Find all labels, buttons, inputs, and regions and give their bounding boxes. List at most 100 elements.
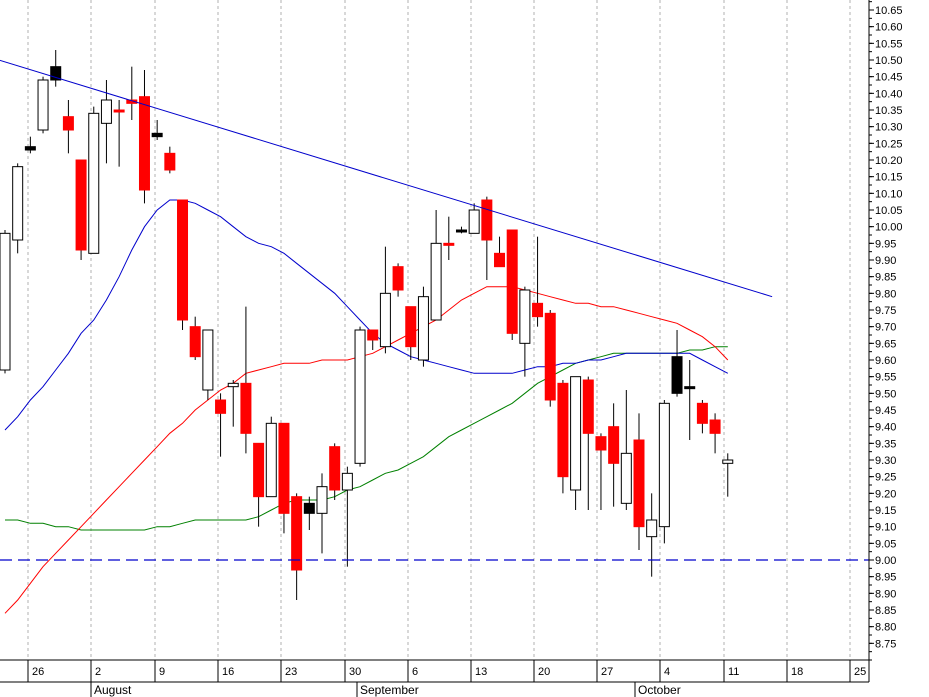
- candle: [544, 310, 556, 407]
- candle: [12, 163, 24, 254]
- candle-body: [253, 442, 265, 498]
- y-tick-label: 9.95: [875, 238, 896, 250]
- moving-average-lines: [4, 199, 729, 614]
- candle-body: [582, 379, 594, 434]
- y-tick-label: 9.35: [875, 438, 896, 450]
- x-tick-label: 16: [222, 666, 234, 678]
- x-tick-label: 2: [95, 666, 101, 678]
- x-tick-label: 26: [32, 666, 44, 678]
- candle-body: [633, 439, 645, 528]
- candle: [455, 226, 467, 234]
- y-tick-label: 8.80: [875, 622, 896, 634]
- x-tick-label: 9: [159, 666, 165, 678]
- candle-body: [468, 209, 480, 234]
- candle: [138, 70, 150, 204]
- candle: [608, 403, 620, 507]
- x-tick-label: 11: [728, 666, 739, 678]
- candle: [265, 416, 277, 498]
- candle: [202, 329, 214, 400]
- month-label: October: [638, 683, 681, 697]
- x-tick-label: 6: [412, 666, 418, 678]
- candle: [468, 203, 480, 234]
- candle-body: [646, 519, 658, 538]
- candle: [582, 376, 594, 510]
- candle-body: [164, 152, 176, 171]
- y-tick-label: 10.60: [875, 22, 903, 34]
- y-tick-label: 10.20: [875, 155, 903, 167]
- candle: [329, 443, 341, 500]
- candle-body: [202, 329, 214, 391]
- candle: [443, 216, 455, 260]
- y-tick-label: 9.00: [875, 555, 896, 567]
- candle-body: [291, 496, 303, 571]
- candle: [722, 453, 734, 497]
- candle-body: [405, 306, 417, 348]
- candle-body: [113, 109, 125, 113]
- candle: [595, 433, 607, 510]
- y-tick-label: 9.40: [875, 422, 896, 434]
- y-tick-label: 10.40: [875, 88, 903, 100]
- candle-body: [177, 199, 189, 321]
- candle-body: [443, 242, 455, 246]
- y-tick-label: 9.30: [875, 455, 896, 467]
- y-axis: 10.65 10.60 10.55 10.50 10.45 10.40 10.35 10.30…: [868, 0, 903, 682]
- candle-body: [430, 242, 442, 321]
- candle: [75, 159, 87, 260]
- candle: [113, 100, 125, 167]
- candle: [24, 136, 36, 154]
- candle-body: [722, 459, 734, 464]
- candle-body: [227, 382, 239, 388]
- candle-body: [519, 289, 531, 344]
- x-tick-label: 4: [664, 666, 670, 678]
- x-axis: 26 2 9 16 23 30 6 13 20 27 4 11 18 25 August September O…: [0, 659, 869, 697]
- candle: [151, 120, 163, 140]
- y-tick-label: 8.85: [875, 605, 896, 617]
- candle-body: [506, 229, 518, 334]
- y-tick-label: 10.35: [875, 105, 903, 117]
- candle-body: [329, 446, 341, 491]
- candle: [316, 473, 328, 554]
- y-tick-label: 10.45: [875, 72, 903, 84]
- candles: [0, 50, 734, 600]
- blue-moving-average-line: [4, 199, 729, 431]
- candle-body: [608, 426, 620, 464]
- y-tick-label: 9.45: [875, 405, 896, 417]
- candle: [0, 230, 11, 374]
- candle: [379, 246, 391, 354]
- candle-body: [37, 79, 49, 131]
- y-tick-label: 8.75: [875, 638, 896, 650]
- candle-body: [354, 329, 366, 464]
- candle-body: [570, 376, 582, 491]
- candle: [405, 306, 417, 360]
- y-tick-label: 9.60: [875, 355, 896, 367]
- candle: [88, 106, 100, 254]
- x-tick-label: 25: [854, 666, 866, 678]
- candle: [633, 413, 645, 550]
- month-label: September: [360, 683, 419, 697]
- candle-body: [392, 266, 404, 291]
- candle-body: [696, 402, 708, 424]
- y-tick-label: 9.65: [875, 338, 896, 350]
- candle: [494, 236, 506, 268]
- candle: [671, 330, 683, 397]
- candle-body: [88, 112, 100, 254]
- candle: [620, 390, 632, 510]
- y-tick-label: 10.15: [875, 172, 903, 184]
- candle: [37, 76, 49, 134]
- candle: [506, 229, 518, 340]
- candle-body: [189, 326, 201, 358]
- y-tick-label: 10.30: [875, 122, 903, 134]
- candle-body: [417, 296, 429, 361]
- y-tick-label: 9.90: [875, 255, 896, 267]
- candle-body: [62, 116, 74, 131]
- candle: [240, 306, 252, 454]
- green-moving-average-line: [5, 346, 728, 531]
- trend-overlays: [0, 59, 869, 561]
- y-tick-label: 9.85: [875, 272, 896, 284]
- y-tick-label: 9.70: [875, 322, 896, 334]
- candle-body: [341, 472, 353, 491]
- y-tick-label: 10.05: [875, 205, 903, 217]
- candle-body: [544, 312, 556, 401]
- candle-body: [367, 329, 379, 341]
